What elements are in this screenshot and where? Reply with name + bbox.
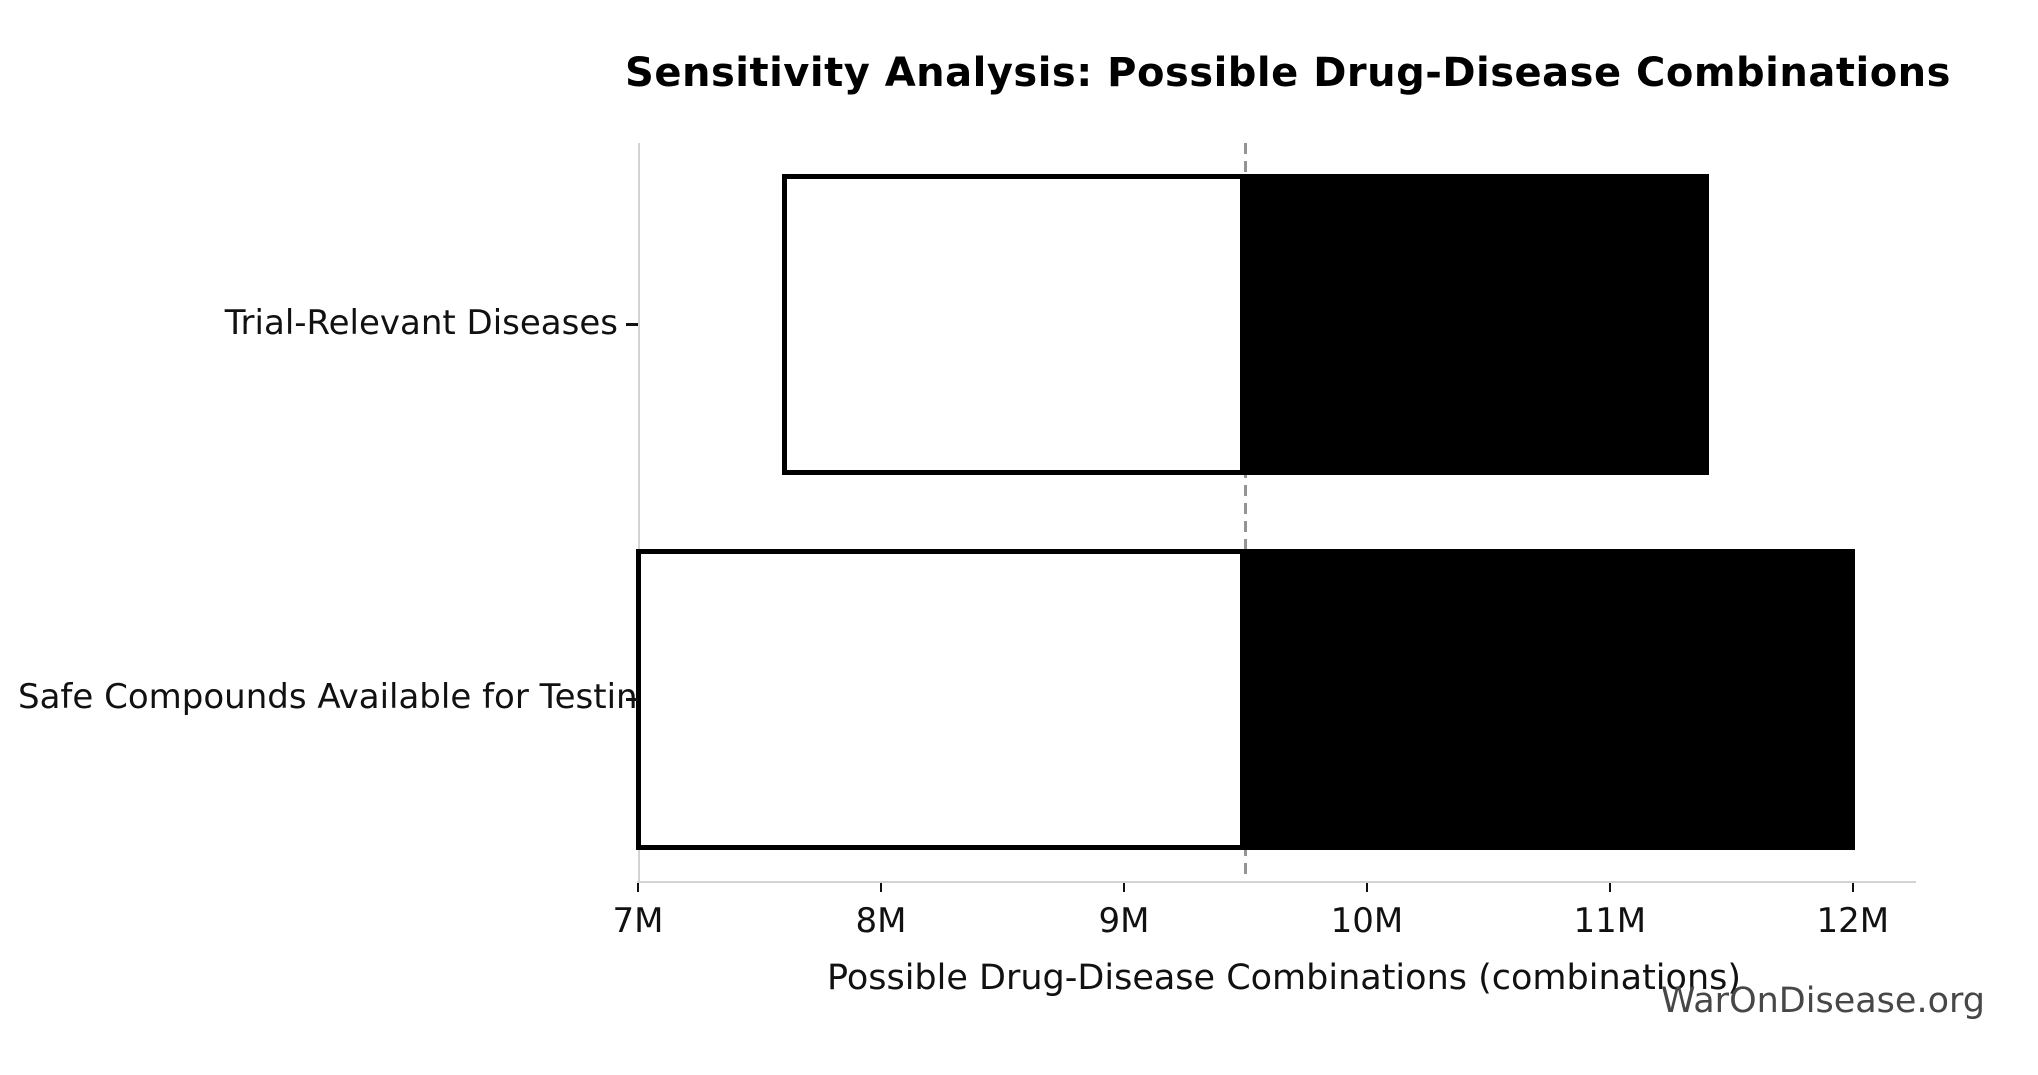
x-tick-label: 11M	[1573, 901, 1647, 941]
x-tick-mark	[879, 883, 882, 892]
x-tick-mark	[637, 883, 639, 892]
x-axis-label: Possible Drug-Disease Combinations (comb…	[826, 958, 1742, 998]
x-axis-spine	[637, 881, 1916, 883]
x-tick-label: 10M	[1330, 901, 1404, 941]
bar-high-segment	[1245, 174, 1710, 476]
y-tick-label: Trial-Relevant Diseases	[224, 302, 618, 343]
bar-low-segment	[781, 174, 1246, 476]
bar-low-segment	[636, 548, 1246, 850]
bar-high-segment	[1245, 548, 1855, 850]
chart-title: Sensitivity Analysis: Possible Drug-Dise…	[625, 50, 1951, 96]
x-tick-mark	[1365, 883, 1368, 892]
baseline-dashed-line	[1243, 143, 1247, 881]
x-tick-mark	[1122, 883, 1125, 892]
y-axis-spine	[638, 143, 640, 883]
x-tick-mark	[1851, 883, 1854, 892]
y-tick-mark	[626, 697, 638, 701]
y-tick-mark	[626, 323, 638, 327]
y-tick-label: Safe Compounds Available for Testing	[18, 677, 660, 718]
watermark-text: WarOnDisease.org	[1660, 981, 1985, 1021]
x-tick-label: 12M	[1816, 901, 1890, 941]
x-tick-label: 9M	[1098, 901, 1150, 941]
x-tick-label: 7M	[612, 901, 664, 941]
x-tick-label: 8M	[855, 901, 907, 941]
x-tick-mark	[1608, 883, 1611, 892]
